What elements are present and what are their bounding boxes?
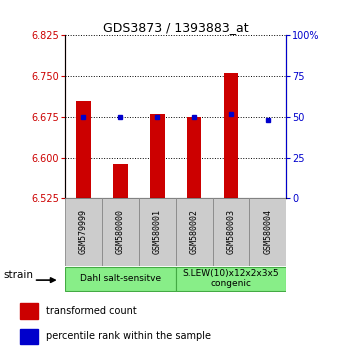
Bar bbox=[102, 198, 139, 266]
Bar bbox=[187, 117, 202, 198]
Bar bbox=[176, 267, 286, 291]
Text: transformed count: transformed count bbox=[46, 306, 136, 316]
Bar bbox=[176, 198, 212, 266]
Bar bbox=[65, 198, 102, 266]
Text: GSM580004: GSM580004 bbox=[264, 209, 272, 255]
Bar bbox=[150, 114, 164, 198]
Bar bbox=[139, 198, 176, 266]
Bar bbox=[113, 164, 128, 198]
Bar bbox=[65, 267, 176, 291]
Bar bbox=[250, 198, 286, 266]
Text: GSM580001: GSM580001 bbox=[153, 209, 162, 255]
Title: GDS3873 / 1393883_at: GDS3873 / 1393883_at bbox=[103, 21, 249, 34]
Bar bbox=[20, 303, 38, 319]
Text: percentile rank within the sample: percentile rank within the sample bbox=[46, 331, 211, 341]
Text: GSM580002: GSM580002 bbox=[190, 209, 198, 255]
Bar bbox=[224, 73, 238, 198]
Text: GSM580003: GSM580003 bbox=[226, 209, 236, 255]
Text: strain: strain bbox=[3, 270, 33, 280]
Text: S.LEW(10)x12x2x3x5
congenic: S.LEW(10)x12x2x3x5 congenic bbox=[183, 269, 279, 289]
Text: Dahl salt-sensitve: Dahl salt-sensitve bbox=[80, 274, 161, 283]
Bar bbox=[212, 198, 250, 266]
Bar bbox=[20, 329, 38, 344]
Text: GSM580000: GSM580000 bbox=[116, 209, 125, 255]
Text: GSM579999: GSM579999 bbox=[79, 209, 88, 255]
Bar bbox=[76, 101, 91, 198]
